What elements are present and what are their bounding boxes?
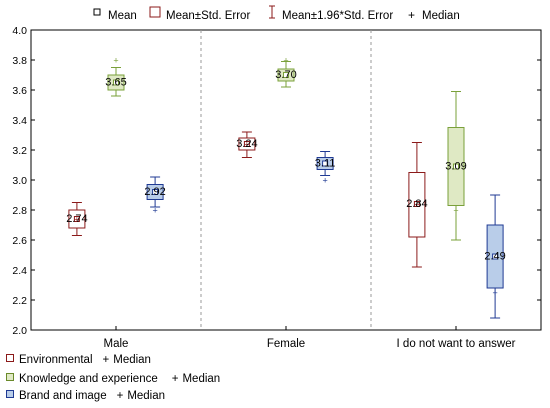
legend-mean-label: Mean [108, 10, 137, 22]
legend-brand-label: Brand and image [19, 390, 107, 402]
mean-square-icon [93, 8, 101, 16]
median-marker: + [414, 200, 419, 210]
environmental-swatch-icon [6, 354, 14, 362]
legend-environmental-label: Environmental [19, 354, 93, 366]
mean-data-label: 3.70 [275, 69, 296, 81]
legend-environmental-median: Median [113, 354, 151, 366]
legend-brand-median: Median [127, 390, 166, 402]
x-axis: Male Female I do not want to answer [104, 30, 516, 350]
box-0-2: +2.84 [406, 142, 428, 268]
mean-data-label: 2.74 [66, 213, 87, 225]
median-marker: + [492, 288, 497, 298]
box-1-0: +3.65 [105, 56, 127, 97]
x-category-label: Female [267, 338, 305, 350]
median-marker: + [322, 176, 327, 186]
median-marker: + [283, 56, 288, 66]
box-icon [149, 6, 161, 18]
mean-data-label: 3.11 [315, 158, 336, 170]
y-tick-label: 4.0 [12, 25, 27, 37]
box-1-2: +3.09 [445, 91, 467, 241]
legend-knowledge-median: Median [182, 373, 221, 385]
y-tick-label: 3.2 [12, 145, 27, 157]
y-tick-label: 2.2 [12, 295, 27, 307]
mean-marker [73, 216, 80, 222]
y-tick-label: 2.6 [12, 235, 27, 247]
median-marker: + [244, 140, 249, 150]
plus-icon: + [102, 354, 110, 366]
legend-median-label: Median [422, 10, 460, 22]
box-1-1: +3.70 [275, 56, 297, 88]
mean-data-label: 2.49 [484, 251, 505, 263]
mean-data-label: 3.09 [445, 161, 466, 173]
median-marker: + [113, 56, 118, 66]
whisker-icon [269, 5, 275, 19]
legend-se-label: Mean±Std. Error [166, 10, 250, 22]
y-tick-label: 2.8 [12, 205, 27, 217]
x-category-label: Male [104, 338, 129, 350]
mean-marker [322, 160, 329, 167]
mean-marker [243, 141, 250, 147]
mean-marker [453, 163, 459, 170]
legend-knowledge-label: Knowledge and experience [19, 373, 158, 385]
mean-marker [152, 189, 159, 195]
plus-icon: + [408, 8, 415, 22]
box-2-0: +2.92 [144, 176, 166, 216]
plus-icon: + [116, 390, 124, 402]
box-2-1: +3.11 [315, 151, 336, 186]
legend-brand: Brand and image + Median [6, 389, 165, 403]
box-0-1: +3.24 [236, 131, 258, 158]
legend-knowledge: Knowledge and experience + Median [6, 372, 220, 386]
mean-marker [492, 253, 499, 260]
box-0-0: +2.74 [66, 202, 88, 236]
y-tick-label: 3.6 [12, 85, 27, 97]
brand-swatch-icon [6, 390, 14, 398]
top-legend: Mean Mean±Std. Error Mean±1.96*Std. Erro… [93, 5, 460, 22]
y-tick-label: 2.0 [12, 325, 27, 337]
plot-area: +2.74+3.24+2.84+3.65+3.70+3.09+2.92+3.11… [66, 56, 506, 319]
legend-environmental: Environmental + Median [6, 353, 151, 367]
y-tick-label: 3.4 [12, 115, 27, 127]
mean-marker [413, 201, 420, 207]
knowledge-swatch-icon [6, 373, 14, 381]
box-2-2: +2.49 [484, 194, 506, 319]
mean-marker [113, 79, 119, 86]
median-marker: + [152, 206, 157, 216]
mean-marker [283, 72, 289, 78]
plus-icon: + [171, 373, 179, 385]
mean-data-label: 3.24 [236, 138, 257, 150]
y-axis: 2.0 2.2 2.4 2.6 2.8 3.0 3.2 3.4 3.6 3.8 4.0 [12, 25, 541, 337]
median-marker: + [74, 215, 79, 225]
mean-data-label: 2.92 [144, 186, 165, 198]
legend-ci-label: Mean±1.96*Std. Error [282, 10, 393, 22]
mean-data-label: 3.65 [105, 77, 126, 89]
y-tick-label: 3.8 [12, 55, 27, 67]
median-marker: + [453, 206, 458, 216]
x-category-label: I do not want to answer [397, 338, 516, 350]
mean-data-label: 2.84 [406, 198, 427, 210]
y-tick-label: 2.4 [12, 265, 27, 277]
y-tick-label: 3.0 [12, 175, 27, 187]
